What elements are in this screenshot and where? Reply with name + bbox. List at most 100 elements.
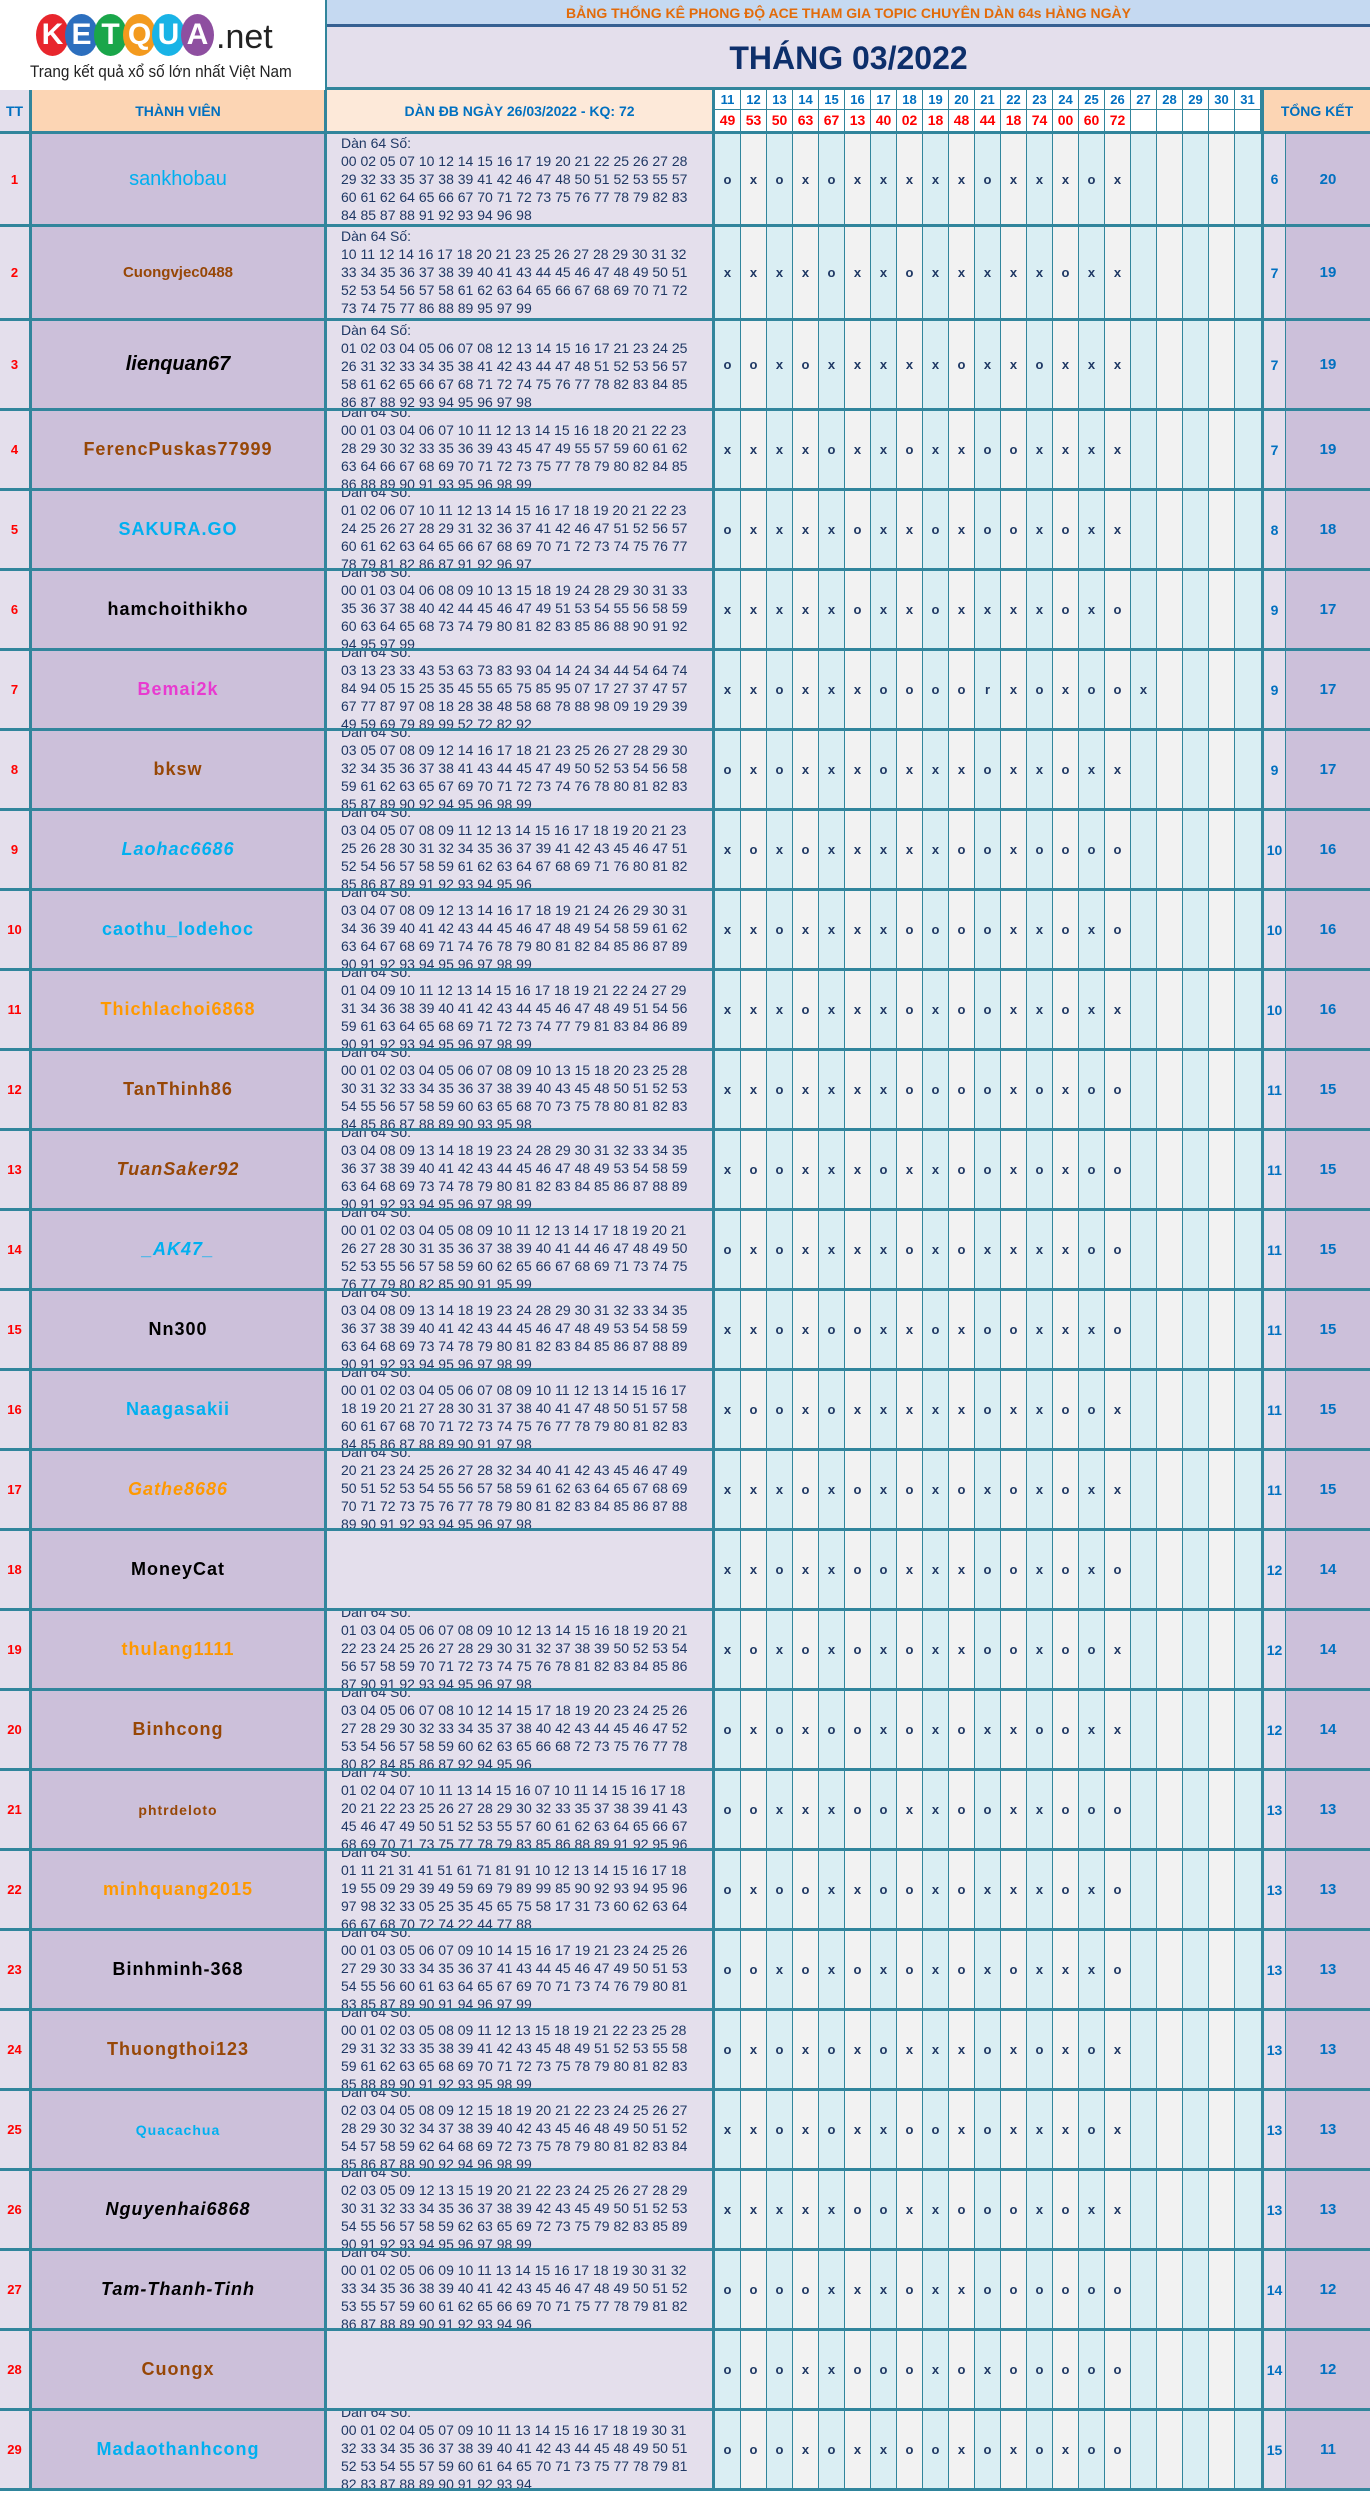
- total-b: 12: [1286, 2251, 1370, 2328]
- table-row: 27 Tam-Thanh-Tinh Dàn 64 Số: 00 01 02 05 06…: [0, 2251, 1370, 2331]
- day-mark: o: [1079, 1131, 1105, 1208]
- number-set: Dàn 64 Số: 20 21 23 24 25 26 27 28 32 34 …: [327, 1451, 715, 1528]
- member-name[interactable]: Binhminh-368: [32, 1931, 327, 2008]
- number-set: Dàn 64 Số: 01 03 04 05 06 07 08 09 10 12 …: [327, 1611, 715, 1688]
- member-name[interactable]: Madaothanhcong: [32, 2411, 327, 2488]
- member-name[interactable]: Bemai2k: [32, 651, 327, 728]
- day-mark: x: [1053, 1211, 1079, 1288]
- day-mark: o: [845, 1771, 871, 1848]
- member-name[interactable]: phtrdeloto: [32, 1771, 327, 1848]
- member-name[interactable]: bksw: [32, 731, 327, 808]
- number-line: 53 54 56 57 58 59 60 62 63 65 66 68 72 7…: [341, 1738, 688, 1754]
- day-mark: x: [975, 1211, 1001, 1288]
- ketqua-logo[interactable]: K E T Q U A .net Trang kết quả xổ số lớn nhất …: [0, 0, 327, 90]
- day-mark: o: [1079, 134, 1105, 224]
- day-mark: x: [1001, 2011, 1027, 2088]
- member-name[interactable]: lienquan67: [32, 321, 327, 408]
- day-mark: o: [1027, 2331, 1053, 2408]
- number-line: 34 36 39 40 41 42 43 44 45 46 47 48 49 5…: [341, 920, 688, 936]
- member-name[interactable]: Naagasakii: [32, 1371, 327, 1448]
- number-line: Dàn 64 Số:: [341, 1851, 412, 1860]
- number-line: 87 90 91 92 93 94 95 96 97 98: [341, 1676, 532, 1688]
- day-mark: [1183, 731, 1209, 808]
- member-name[interactable]: FerencPuskas77999: [32, 411, 327, 488]
- day-mark: o: [793, 321, 819, 408]
- day-mark: x: [1105, 134, 1131, 224]
- day-mark: x: [949, 491, 975, 568]
- member-name[interactable]: Thichlachoi6868: [32, 971, 327, 1048]
- day-mark: x: [1001, 2411, 1027, 2488]
- day-mark: o: [715, 1691, 741, 1768]
- day-mark: [1183, 1531, 1209, 1608]
- member-name[interactable]: SAKURA.GO: [32, 491, 327, 568]
- day-mark: [1157, 971, 1183, 1048]
- number-line: 00 01 02 03 04 05 06 07 08 09 10 11 12 1…: [341, 1382, 687, 1398]
- member-name[interactable]: Nn300: [32, 1291, 327, 1368]
- table-row: 16 Naagasakii Dàn 64 Số: 00 01 02 03 04 05 …: [0, 1371, 1370, 1451]
- day-mark: o: [793, 971, 819, 1048]
- member-name[interactable]: _AK47_: [32, 1211, 327, 1288]
- member-name[interactable]: MoneyCat: [32, 1531, 327, 1608]
- day-mark: x: [1131, 651, 1157, 728]
- day-mark: [1157, 1051, 1183, 1128]
- number-line: Dàn 64 Số:: [341, 2411, 412, 2420]
- day-mark: o: [1053, 2251, 1079, 2328]
- day-mark: [1131, 134, 1157, 224]
- col-tt-header: TT: [0, 90, 32, 131]
- total-a: 13: [1261, 1771, 1286, 1848]
- day-mark: x: [819, 1771, 845, 1848]
- number-set: Dàn 64 Số: 02 03 04 05 08 09 12 15 18 19 …: [327, 2091, 715, 2168]
- day-mark: x: [1105, 1611, 1131, 1688]
- member-name[interactable]: thulang1111: [32, 1611, 327, 1688]
- member-name[interactable]: Quacachua: [32, 2091, 327, 2168]
- day-mark: x: [871, 1451, 897, 1528]
- member-name[interactable]: minhquang2015: [32, 1851, 327, 1928]
- member-name[interactable]: Nguyenhai6868: [32, 2171, 327, 2248]
- day-mark: x: [819, 1051, 845, 1128]
- table-row: 28 Cuongx o o o x x o o o x o x o o o o o 14 12: [0, 2331, 1370, 2411]
- number-set-lines: Dàn 64 Số: 02 03 04 05 08 09 12 15 18 19 …: [341, 2091, 712, 2168]
- member-name[interactable]: Laohac6686: [32, 811, 327, 888]
- day-mark: [1235, 411, 1261, 488]
- day-mark: x: [793, 1051, 819, 1128]
- member-name[interactable]: Binhcong: [32, 1691, 327, 1768]
- member-name[interactable]: Thuongthoi123: [32, 2011, 327, 2088]
- day-mark: x: [741, 971, 767, 1048]
- day-mark: [1131, 891, 1157, 968]
- day-mark: x: [793, 2091, 819, 2168]
- number-line: 28 29 30 32 33 35 36 39 43 45 47 49 55 5…: [341, 440, 688, 456]
- day-mark: x: [897, 1291, 923, 1368]
- day-mark: [1235, 1931, 1261, 2008]
- day-mark: x: [793, 1771, 819, 1848]
- member-name[interactable]: sankhobau: [32, 134, 327, 224]
- day-mark: o: [923, 491, 949, 568]
- day-mark: x: [949, 1371, 975, 1448]
- day-mark: o: [1053, 1371, 1079, 1448]
- day-mark: o: [1105, 1051, 1131, 1128]
- member-name[interactable]: Cuongx: [32, 2331, 327, 2408]
- member-name[interactable]: TanThinh86: [32, 1051, 327, 1128]
- day-mark: o: [767, 2011, 793, 2088]
- day-mark: o: [1079, 1771, 1105, 1848]
- number-set: Dàn 64 Số: 00 01 03 05 06 07 09 10 14 15 …: [327, 1931, 715, 2008]
- number-line: 67 77 87 97 08 18 28 38 48 58 68 78 88 9…: [341, 698, 688, 714]
- day-mark: x: [871, 134, 897, 224]
- member-name[interactable]: caothu_lodehoc: [32, 891, 327, 968]
- day-mark: o: [975, 134, 1001, 224]
- number-line: Dàn 64 Số:: [341, 891, 412, 900]
- member-name[interactable]: TuanSaker92: [32, 1131, 327, 1208]
- number-line: 89 90 91 92 93 94 95 96 97 98: [341, 1516, 532, 1528]
- day-result: [1209, 110, 1235, 131]
- day-mark: o: [767, 2331, 793, 2408]
- total-b: 13: [1286, 1771, 1370, 1848]
- day-mark: o: [845, 2331, 871, 2408]
- number-set: Dàn 74 Số: 01 02 04 07 10 11 13 14 15 16 …: [327, 1771, 715, 1848]
- member-name[interactable]: hamchoithikho: [32, 571, 327, 648]
- member-name[interactable]: Cuongvjec0488: [32, 227, 327, 318]
- day-mark: x: [1027, 1611, 1053, 1688]
- day-mark: x: [871, 1371, 897, 1448]
- day-mark: o: [975, 1771, 1001, 1848]
- total-b: 18: [1286, 491, 1370, 568]
- member-name[interactable]: Gathe8686: [32, 1451, 327, 1528]
- member-name[interactable]: Tam-Thanh-Tinh: [32, 2251, 327, 2328]
